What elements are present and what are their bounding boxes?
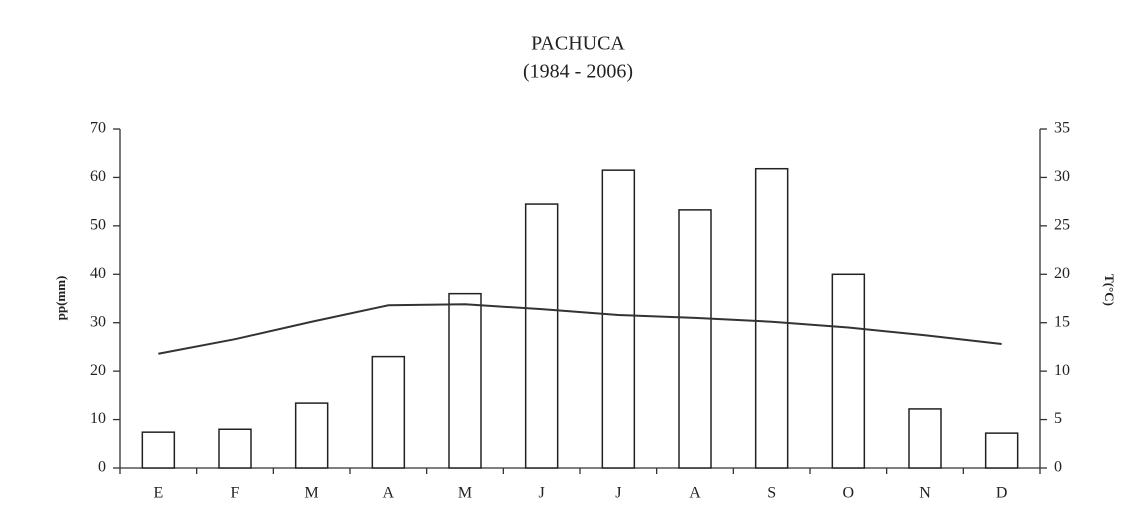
x-tick-label: D [996, 485, 1008, 502]
y-axis-label: pp(mm) [53, 276, 68, 321]
bar [141, 431, 176, 469]
y2-tick-label: 20 [1054, 265, 1070, 282]
bar [294, 402, 329, 469]
x-tick-label: M [458, 485, 472, 502]
y2-tick-label: 10 [1054, 362, 1070, 379]
x-tick-label: O [843, 485, 855, 502]
y2-tick-label: 25 [1054, 217, 1070, 234]
y-tick-label: 60 [90, 168, 106, 185]
chart-subtitle: (1984 - 2006) [523, 61, 633, 83]
y2-tick-label: 0 [1054, 459, 1062, 476]
bar [218, 428, 252, 469]
bar [984, 432, 1019, 469]
bar [371, 355, 406, 469]
y-tick-label: 70 [90, 120, 106, 137]
x-tick-label: M [305, 485, 319, 502]
y2-axis-label: T(°C) [1102, 274, 1117, 306]
bar [524, 203, 559, 469]
x-tick-label: A [383, 485, 395, 502]
x-tick-label: J [615, 485, 621, 502]
x-tick-label: F [231, 485, 240, 502]
y-tick-label: 50 [90, 217, 106, 234]
bar [754, 167, 789, 469]
chart-title: PACHUCA [531, 33, 625, 55]
x-tick-label: S [767, 485, 776, 502]
bar [908, 408, 942, 469]
bar [831, 273, 866, 469]
y2-tick-label: 35 [1054, 120, 1070, 137]
y-tick-label: 10 [90, 410, 106, 427]
y2-tick-label: 5 [1054, 410, 1062, 427]
y-tick-label: 40 [90, 265, 106, 282]
bar [678, 209, 712, 469]
y-tick-label: 0 [98, 459, 106, 476]
y2-tick-label: 30 [1054, 168, 1070, 185]
x-tick-label: J [539, 485, 545, 502]
y-tick-label: 30 [90, 313, 106, 330]
y2-tick-label: 15 [1054, 313, 1070, 330]
x-tick-label: E [153, 485, 163, 502]
x-tick-label: A [689, 485, 701, 502]
bar [601, 169, 636, 469]
line [158, 303, 1002, 355]
x-tick-label: N [919, 485, 931, 502]
bar [448, 292, 482, 469]
y-tick-label: 20 [90, 362, 106, 379]
